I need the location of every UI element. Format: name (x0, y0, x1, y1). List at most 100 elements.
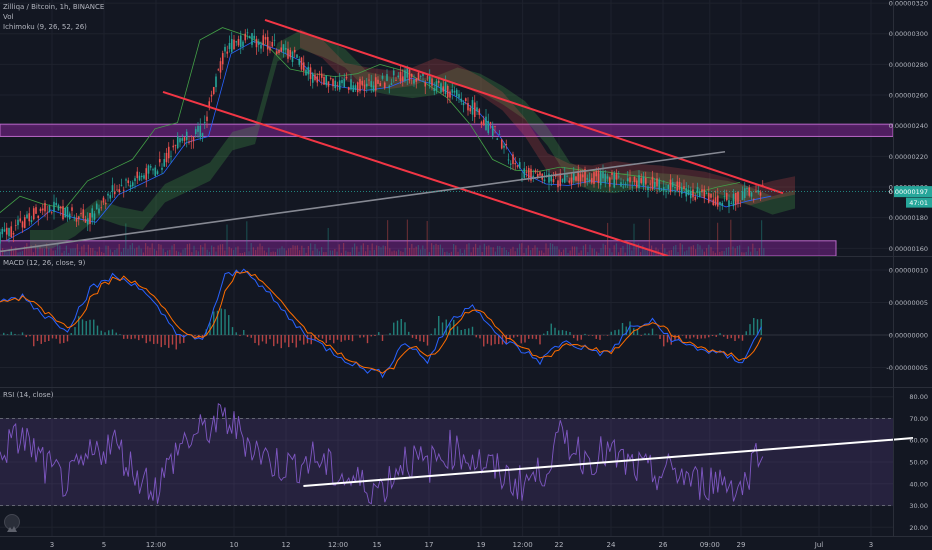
volume-bar (637, 243, 639, 256)
volume-bar (439, 244, 441, 256)
candle-body (383, 82, 386, 89)
volume-bar (719, 251, 721, 256)
volume-bar (140, 248, 142, 256)
candle-body (496, 138, 499, 140)
ichimoku-legend[interactable]: Ichimoku (9, 26, 52, 26) (3, 23, 87, 31)
volume-bar (266, 252, 268, 256)
candle-body (327, 81, 330, 87)
time-tick-label: 26 (659, 541, 668, 549)
volume-bar (613, 245, 615, 256)
last-price-label: 0.00000197 (889, 188, 928, 196)
macd-legend[interactable]: MACD (12, 26, close, 9) (3, 259, 86, 267)
volume-bar (10, 246, 12, 256)
candle-body (113, 191, 116, 195)
candle-body (208, 101, 211, 107)
candle-body (136, 171, 139, 179)
price-axis[interactable]: 0.00000320 0.00000300 0.00000280 0.00000260… (886, 0, 932, 532)
volume-bar (393, 250, 395, 256)
volume-bar (186, 244, 188, 256)
rsi-pane[interactable] (0, 403, 914, 506)
volume-bar (85, 252, 87, 256)
candle-body (167, 146, 170, 159)
volume-bar (356, 246, 358, 256)
candle-body (568, 180, 571, 183)
candle-body (345, 76, 348, 79)
price-tick-label: 0.00000260 (889, 92, 928, 100)
volume-bar (336, 251, 338, 256)
candle-body (647, 186, 649, 191)
volume-bar (666, 251, 668, 256)
candle-body (368, 79, 370, 81)
price-tick-label: 0.00000240 (889, 122, 928, 130)
candle-body (296, 54, 298, 58)
price-pane[interactable] (0, 18, 894, 257)
volume-bar (697, 243, 699, 256)
volume-bar (30, 245, 32, 256)
candle-body (329, 78, 332, 79)
volume-bar (644, 249, 646, 256)
volume-bar (217, 245, 219, 256)
candle-body (75, 218, 78, 222)
volume-bar (164, 252, 166, 256)
candle-body (237, 39, 240, 46)
candle-body (282, 44, 285, 51)
volume-bar (461, 252, 463, 256)
candle-body (359, 78, 361, 92)
volume-bar (437, 245, 439, 256)
time-axis[interactable]: 3 5 12:00 10 12 12:00 15 17 19 12:00 22 24 26 09:00 29… (50, 541, 873, 549)
volume-bar (112, 252, 114, 256)
volume-bar (13, 250, 15, 256)
volume-bar (365, 251, 367, 256)
volume-bar (43, 248, 45, 256)
candle-body (433, 88, 436, 92)
candle-body (523, 168, 526, 178)
volume-bar (65, 245, 67, 256)
volume-bar (145, 243, 147, 256)
candle-body (134, 178, 136, 181)
macd-line (0, 268, 762, 379)
volume-bar (684, 251, 686, 256)
candle-body (246, 32, 249, 34)
time-tick-label: 19 (477, 541, 486, 549)
volume-bar (323, 252, 325, 256)
volume-bar (301, 245, 303, 256)
candle-body (39, 208, 42, 212)
volume-bar (101, 251, 103, 256)
candle-body (413, 79, 415, 84)
candle-body (107, 193, 109, 196)
volume-bar (200, 245, 202, 256)
volume-bar (98, 246, 100, 256)
tradingview-logo-icon[interactable] (4, 514, 20, 532)
volume-bar (347, 251, 349, 256)
candle-body (707, 193, 710, 203)
volume-bar (292, 245, 294, 256)
candle-body (694, 196, 697, 200)
rsi-legend[interactable]: RSI (14, close) (3, 391, 54, 399)
rsi-tick-label: 20.00 (909, 524, 928, 532)
volume-bar (486, 246, 488, 256)
candle-body (35, 207, 37, 214)
candle-body (1, 228, 4, 235)
volume-bar (582, 245, 584, 256)
candle-body (757, 190, 760, 193)
volume-bar (206, 249, 208, 256)
symbol-title[interactable]: Zilliqa / Bitcoin, 1h, BINANCE (3, 3, 105, 11)
volume-bar (70, 248, 72, 256)
channel-lower-line (162, 91, 669, 257)
volume-bar (734, 248, 736, 256)
volume-bar (527, 245, 529, 256)
candle-body (552, 179, 555, 183)
volume-legend[interactable]: Vol (3, 13, 14, 21)
candle-body (174, 144, 177, 146)
volume-bar (173, 243, 175, 256)
candle-body (210, 94, 213, 97)
candle-body (307, 66, 310, 75)
volume-bar (574, 246, 576, 256)
volume-bar (686, 250, 688, 256)
candle-body (44, 202, 46, 212)
macd-pane[interactable] (0, 268, 893, 379)
candle-body (622, 186, 625, 188)
volume-bar (226, 224, 228, 256)
volume-bar (571, 246, 573, 256)
